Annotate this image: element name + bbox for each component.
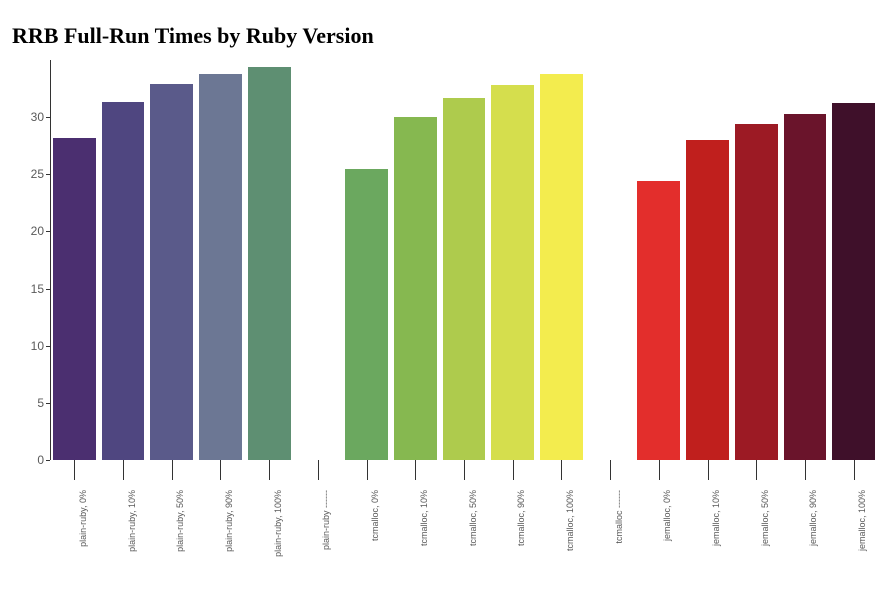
x-tick [805,460,806,480]
x-tick [756,460,757,480]
x-tick [561,460,562,480]
x-tick [854,460,855,480]
y-axis [50,60,51,460]
x-tick-label: tcmalloc, 50% [468,490,478,600]
y-tick-label: 0 [37,453,50,467]
x-tick-label: plain-ruby, 50% [175,490,185,600]
x-tick [318,460,319,480]
y-tick-label: 20 [31,224,50,238]
y-tick-label: 30 [31,110,50,124]
bar [53,138,96,460]
x-tick [464,460,465,480]
bar [248,67,291,460]
x-tick-label: tcmalloc, 0% [370,490,380,600]
x-tick [513,460,514,480]
x-tick-label: jemalloc, 100% [857,490,867,600]
bar [345,169,388,460]
chart-title: RRB Full-Run Times by Ruby Version [12,23,374,49]
x-tick [367,460,368,480]
x-tick-label: jemalloc, 10% [711,490,721,600]
x-tick [74,460,75,480]
y-tick-label: 10 [31,339,50,353]
x-tick [123,460,124,480]
x-tick [708,460,709,480]
x-tick-label: plain-ruby ------ [321,490,331,600]
bar [150,84,193,460]
chart-container: { "title": "RRB Full-Run Times by Ruby V… [0,0,892,610]
x-tick [269,460,270,480]
x-tick [172,460,173,480]
bar [540,74,583,460]
bar [491,85,534,460]
bar [686,140,729,460]
x-tick-label: jemalloc, 50% [760,490,770,600]
x-tick [659,460,660,480]
y-tick-label: 25 [31,167,50,181]
x-tick-label: plain-ruby, 100% [273,490,283,600]
x-tick-label: plain-ruby, 0% [78,490,88,600]
x-tick-label: jemalloc, 90% [808,490,818,600]
bar [784,114,827,460]
bar [443,98,486,460]
x-tick-label: plain-ruby, 90% [224,490,234,600]
x-tick-label: jemalloc, 0% [662,490,672,600]
bar [394,117,437,460]
bar [102,102,145,460]
x-tick [220,460,221,480]
bar [832,103,875,460]
y-tick-label: 15 [31,282,50,296]
plot-area: 051015202530plain-ruby, 0%plain-ruby, 10… [50,60,878,460]
x-tick-label: tcmalloc, 100% [565,490,575,600]
x-tick-label: tcmalloc, 90% [516,490,526,600]
x-tick [610,460,611,480]
bar [199,74,242,460]
bar [735,124,778,460]
x-tick [415,460,416,480]
y-tick-label: 5 [37,396,50,410]
x-tick-label: plain-ruby, 10% [127,490,137,600]
x-tick-label: tcmalloc, 10% [419,490,429,600]
x-tick-label: tcmalloc ------ [614,490,624,600]
bar [637,181,680,460]
